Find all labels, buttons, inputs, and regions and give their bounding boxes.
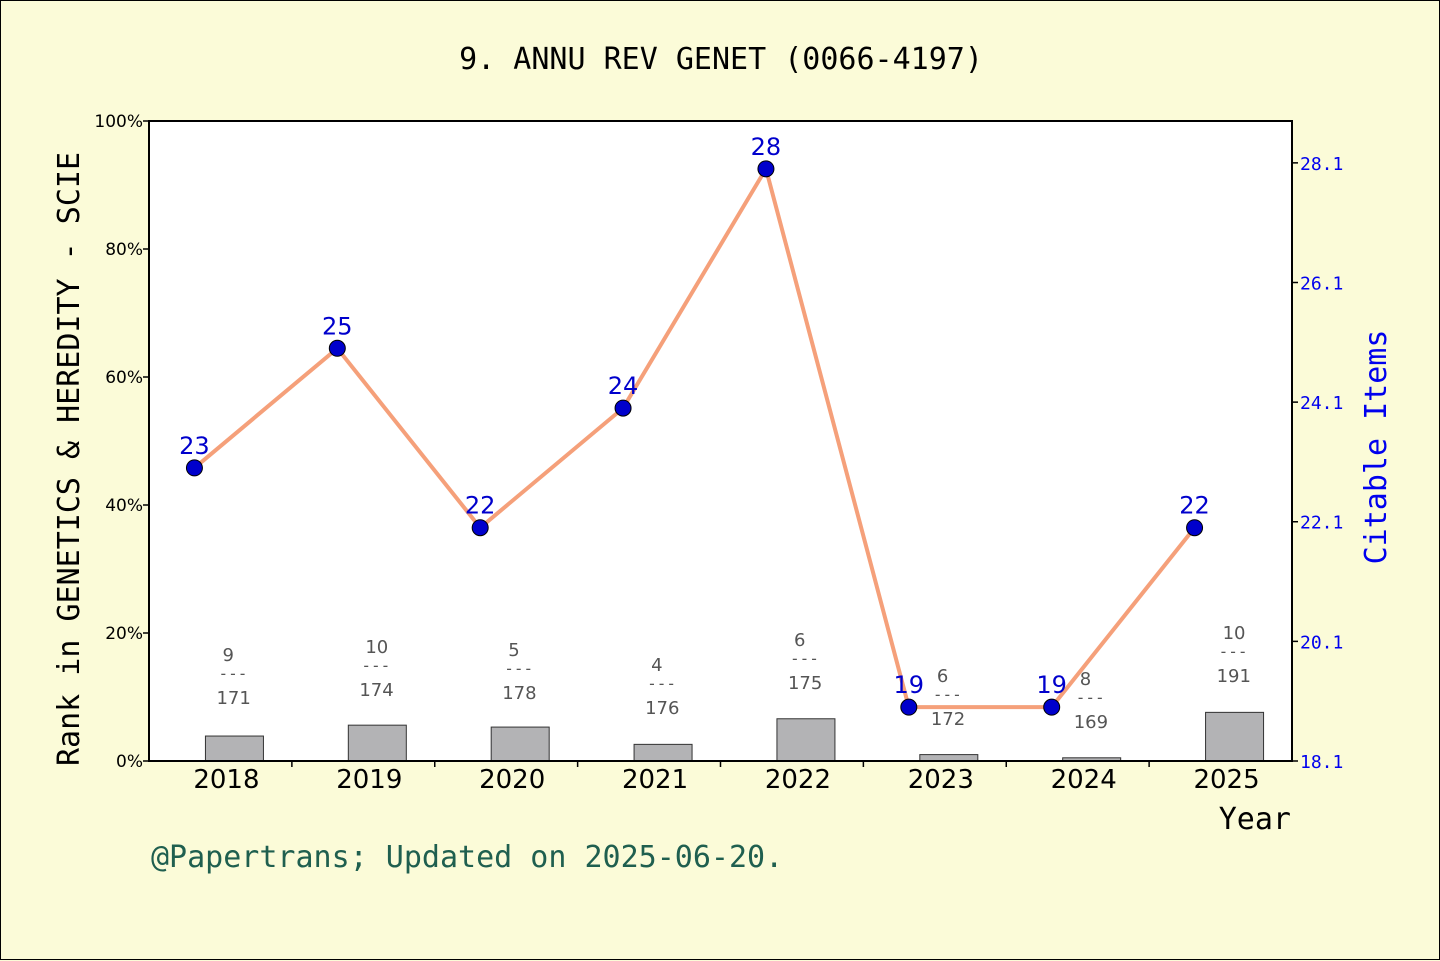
- left-tick-label: 100%: [94, 112, 143, 132]
- point-label: 23: [179, 432, 210, 460]
- left-tick-label: 0%: [116, 752, 143, 772]
- point-label: 25: [322, 312, 353, 340]
- data-point: [185, 459, 203, 477]
- point-label: 28: [751, 133, 782, 161]
- data-point: [1186, 519, 1204, 537]
- total-label: 191: [1217, 666, 1251, 687]
- right-tick-label: 28.1: [1300, 154, 1343, 175]
- bar: [776, 718, 836, 762]
- left-tick-label: 40%: [105, 496, 143, 516]
- plot-area: [149, 121, 1292, 761]
- data-point: [900, 698, 918, 716]
- point-label: 24: [608, 372, 639, 400]
- bar: [490, 726, 550, 762]
- fraction-separator: ---: [1076, 688, 1105, 707]
- x-tick-label: 2020: [479, 765, 545, 795]
- bar-series: [204, 711, 1265, 762]
- point-label: 22: [465, 492, 496, 520]
- fraction-separator: ---: [361, 656, 390, 675]
- data-point: [328, 339, 346, 357]
- total-label: 169: [1074, 712, 1108, 733]
- left-tick-label: 20%: [105, 624, 143, 644]
- x-axis-label: Year: [1219, 802, 1291, 837]
- axes: 0% 20% 40% 60% 80% 100% 18.1 20.1 22.1 24.1 26.1 28…: [94, 112, 1343, 795]
- x-tick-label: 2025: [1193, 765, 1259, 795]
- line-series: 23 25 22 24 28 19 19 22: [179, 133, 1210, 716]
- rank-label: 10: [365, 637, 388, 658]
- chart-title: 9. ANNU REV GENET (0066-4197): [459, 42, 983, 77]
- bar: [204, 735, 264, 762]
- point-label: 22: [1179, 492, 1210, 520]
- left-tick-label: 60%: [105, 368, 143, 388]
- point-label: 19: [1036, 671, 1067, 699]
- y-axis-label-right: Citable Items: [1359, 330, 1394, 565]
- bar: [1205, 711, 1265, 762]
- y-axis-label-left: Rank in GENETICS & HEREDITY - SCIE: [52, 152, 87, 766]
- point-label: 19: [894, 671, 925, 699]
- right-tick-label: 20.1: [1300, 632, 1343, 653]
- fraction-separator: ---: [1219, 642, 1248, 661]
- data-point: [757, 160, 775, 178]
- total-label: 174: [359, 680, 393, 701]
- rank-label: 9: [222, 645, 233, 666]
- fraction-separator: ---: [218, 664, 247, 683]
- total-label: 172: [931, 709, 965, 730]
- x-tick-label: 2024: [1051, 765, 1117, 795]
- total-label: 171: [216, 688, 250, 709]
- plot-background: [149, 121, 1292, 761]
- fraction-separator: ---: [647, 674, 676, 693]
- data-point: [471, 519, 489, 537]
- x-tick-label: 2021: [622, 765, 688, 795]
- left-tick-label: 80%: [105, 240, 143, 260]
- right-tick-label: 24.1: [1300, 393, 1343, 414]
- rank-label: 6: [937, 666, 948, 687]
- x-tick-label: 2018: [193, 765, 259, 795]
- x-tick-label: 2023: [908, 765, 974, 795]
- fraction-separator: ---: [504, 659, 533, 678]
- right-tick-label: 22.1: [1300, 513, 1343, 534]
- right-tick-label: 18.1: [1300, 752, 1343, 773]
- rank-label: 5: [508, 640, 519, 661]
- total-label: 176: [645, 698, 679, 719]
- total-label: 175: [788, 673, 822, 694]
- bar: [347, 724, 407, 762]
- rank-label: 8: [1080, 669, 1091, 690]
- right-tick-label: 26.1: [1300, 273, 1343, 294]
- rank-label: 10: [1223, 623, 1246, 644]
- bar: [633, 743, 693, 762]
- fraction-separator: ---: [790, 649, 819, 668]
- fraction-separator: ---: [933, 685, 962, 704]
- rank-label: 6: [794, 630, 805, 651]
- data-point: [1043, 698, 1061, 716]
- x-tick-label: 2019: [336, 765, 402, 795]
- footer-credit: @Papertrans; Updated on 2025-06-20.: [151, 840, 783, 875]
- x-tick-label: 2022: [765, 765, 831, 795]
- data-point: [614, 399, 632, 417]
- citable-items-line: [193, 163, 1197, 710]
- total-label: 178: [502, 683, 536, 704]
- rank-label: 4: [651, 655, 662, 676]
